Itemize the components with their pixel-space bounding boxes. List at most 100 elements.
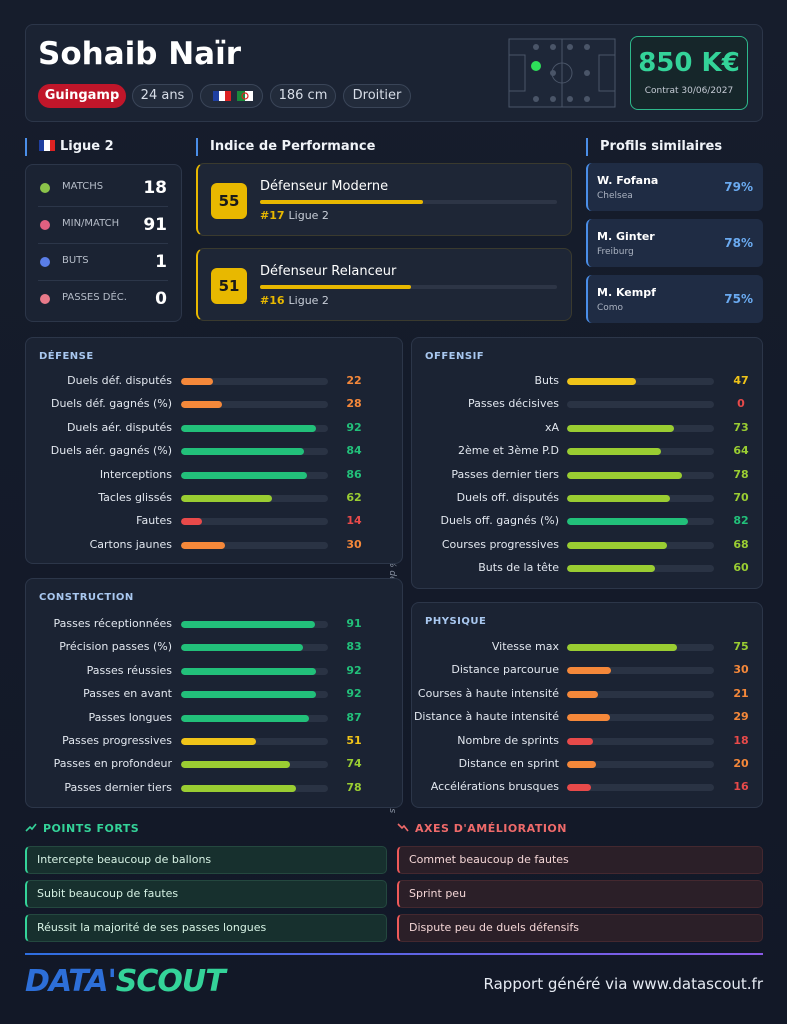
strengths-item: Réussit la majorité de ses passes longue… [25, 914, 387, 942]
score-track [260, 200, 557, 204]
stat-label: Passes décisives [468, 397, 559, 411]
stat-value: 18 [143, 178, 167, 198]
stat-track [181, 495, 328, 502]
role: Défenseur Moderne [260, 179, 389, 194]
height-pill: 186 cm [270, 84, 336, 108]
divider [38, 243, 168, 244]
strengths-header: POINTS FORTS [25, 822, 139, 835]
icon [25, 823, 37, 832]
stat-value: 62 [346, 491, 362, 504]
stat-bar [567, 737, 594, 745]
similar-name: M. Ginter [597, 230, 655, 243]
stat-label: Passes dernier tiers [451, 467, 559, 481]
stat-label: MATCHS [62, 181, 104, 192]
similar-match: 75% [724, 292, 753, 306]
stat-bar [181, 738, 256, 745]
stat-value: 14 [346, 514, 362, 528]
stat-bar [181, 518, 202, 526]
stat-value: 78 [346, 780, 362, 794]
strengths-title: POINTS FORTS [43, 822, 140, 835]
performance-header: Indice de Performance [196, 138, 375, 156]
stat-track [567, 667, 714, 675]
footer-text: Rapport généré via www.datascout.fr [483, 975, 763, 993]
stat-track [181, 761, 328, 769]
stat-label: Vitesse max [491, 640, 559, 653]
stat-bar [181, 541, 226, 549]
similar-card [586, 219, 763, 267]
stat-track [181, 644, 328, 652]
stat-label: Duels off. disputés [456, 491, 559, 504]
stat-icon [40, 294, 50, 304]
similar-match: 79% [724, 180, 753, 194]
stat-value: 64 [733, 444, 749, 458]
similar-club: Chelsea [597, 191, 633, 201]
contract: Contrat 30/06/2027 [644, 86, 734, 96]
stat-track [567, 761, 714, 768]
stat-bar [181, 401, 223, 409]
stat-value: 75 [733, 640, 749, 653]
stat-value: 51 [346, 734, 362, 747]
stat-track [181, 401, 328, 409]
stat-bar [567, 471, 682, 479]
foot-pill: Droitier [343, 84, 411, 108]
stat-value: 29 [733, 710, 749, 724]
improvements-item: Commet beaucoup de fautes [397, 846, 763, 874]
stat-track [567, 690, 714, 698]
stat-value: 60 [733, 561, 749, 575]
stat-track [181, 378, 328, 385]
role: Défenseur Relanceur [260, 264, 397, 279]
stat-value: 82 [733, 514, 749, 528]
stat-value: 70 [733, 491, 749, 504]
stat-bar [181, 424, 317, 432]
stat-bar [181, 495, 273, 502]
stat-label: Duels déf. disputés [67, 374, 172, 387]
pitch [508, 38, 616, 108]
score-track [260, 285, 557, 289]
stat-bar [181, 621, 315, 628]
similar-name: M. Kempf [597, 286, 656, 299]
score-badge: 55 [211, 183, 247, 219]
stat-value: 91 [143, 215, 167, 235]
stat-track [567, 471, 714, 479]
section-title: CONSTRUCTION [39, 592, 134, 603]
stat-track [181, 541, 328, 549]
section-card [411, 337, 763, 589]
stat-value: 30 [346, 537, 362, 551]
stat-value: 84 [346, 444, 362, 458]
stat-label: Passes en profondeur [53, 757, 172, 771]
stat-track [181, 784, 328, 792]
stat-label: 2ème et 3ème P.D [458, 444, 559, 458]
stat-track [567, 424, 714, 432]
stat-icon [40, 183, 50, 193]
section-title: OFFENSIF [425, 351, 485, 362]
stat-label: Passes dernier tiers [64, 780, 172, 794]
stat-icon [40, 257, 50, 267]
stat-label: Distance en sprint [458, 757, 559, 770]
stat-label: Passes réceptionnées [53, 617, 173, 630]
stat-track [567, 714, 714, 722]
club-pill: Guingamp [38, 84, 126, 108]
stat-value: 16 [733, 780, 749, 794]
improvements-item: Dispute peu de duels défensifs [397, 914, 763, 942]
age-pill: 24 ans [132, 84, 193, 108]
score-badge: 51 [211, 268, 247, 304]
stat-label: MIN/MATCH [62, 218, 120, 229]
stat-value: 21 [733, 686, 749, 700]
stat-bar [181, 714, 309, 722]
logo: DATA'SCOUT [25, 964, 226, 999]
stat-label: Buts de la tête [478, 561, 559, 575]
stat-value: 92 [346, 420, 362, 434]
stat-track [567, 401, 714, 409]
stat-value: 0 [737, 397, 745, 411]
stat-value: 74 [346, 757, 362, 771]
stat-track [181, 424, 328, 432]
stat-bar [181, 784, 296, 792]
stat-label: Accélérations brusques [430, 780, 559, 794]
stat-bar [567, 424, 675, 432]
stat-value: 92 [346, 663, 362, 677]
similar-match: 78% [724, 236, 753, 250]
stat-label: Cartons jaunes [89, 537, 172, 551]
similar-club: Como [597, 303, 624, 313]
stat-bar [181, 378, 214, 385]
